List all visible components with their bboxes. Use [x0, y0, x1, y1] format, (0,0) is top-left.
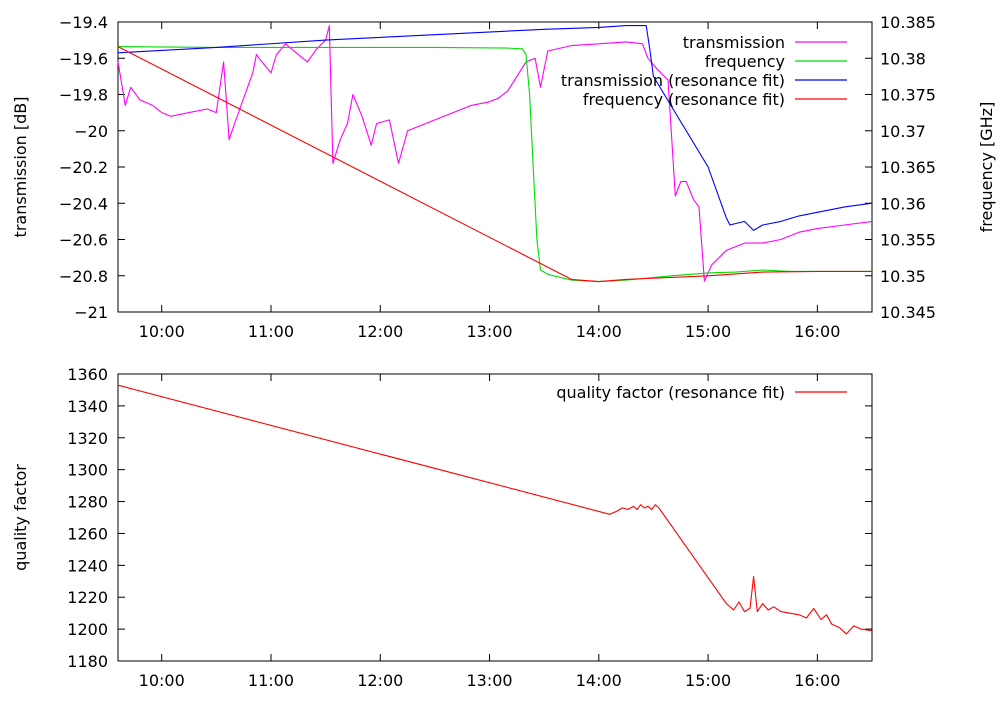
- top-y2-axis-label: frequency [GHz]: [977, 102, 996, 233]
- bottom-y-tick-label: 1260: [67, 524, 108, 543]
- bottom-y-tick-label: 1300: [67, 461, 108, 480]
- top-series-frequency: [117, 46, 872, 283]
- top-y2-tick-label: 10.345: [880, 303, 936, 322]
- top-y-tick-label: −21: [74, 303, 108, 322]
- bottom-x-tick-label: 16:00: [794, 671, 840, 690]
- top-legend-label-transmission: transmission: [683, 33, 785, 52]
- bottom-y-tick-label: 1340: [67, 397, 108, 416]
- top-y2-tick-label: 10.38: [880, 49, 926, 68]
- bottom-x-tick-label: 10:00: [139, 671, 185, 690]
- top-legend-label-transmission-resonance-fit: transmission (resonance fit): [561, 71, 785, 90]
- top-y-tick-label: −19.4: [59, 13, 108, 32]
- top-y2-tick-label: 10.385: [880, 13, 936, 32]
- top-y-tick-label: −19.6: [59, 49, 108, 68]
- top-x-tick-label: 11:00: [248, 322, 294, 341]
- top-legend-label-frequency: frequency: [705, 52, 785, 71]
- bottom-x-tick-label: 12:00: [357, 671, 403, 690]
- top-series-transmission: [117, 25, 873, 282]
- bottom-x-tick-label: 13:00: [466, 671, 512, 690]
- top-y2-tick-label: 10.375: [880, 86, 936, 105]
- top-x-tick-label: 10:00: [139, 322, 185, 341]
- top-y-tick-label: −20.2: [59, 158, 108, 177]
- bottom-x-tick-label: 11:00: [248, 671, 294, 690]
- bottom-legend-label-quality-factor-resonance-fit: quality factor (resonance fit): [556, 383, 785, 402]
- top-y-tick-label: −20: [74, 122, 108, 141]
- top-legend-label-frequency-resonance-fit: frequency (resonance fit): [583, 90, 785, 109]
- top-y2-tick-label: 10.36: [880, 194, 926, 213]
- top-y2-tick-label: 10.365: [880, 158, 936, 177]
- bottom-y-tick-label: 1280: [67, 493, 108, 512]
- bottom-x-tick-label: 14:00: [576, 671, 622, 690]
- top-y2-tick-label: 10.355: [880, 231, 936, 250]
- top-x-tick-label: 14:00: [576, 322, 622, 341]
- top-series-transmission-resonance-fit: [117, 25, 873, 231]
- top-y-tick-label: −20.6: [59, 231, 108, 250]
- top-series-frequency-resonance-fit: [117, 46, 872, 283]
- top-x-tick-label: 15:00: [685, 322, 731, 341]
- bottom-y-tick-label: 1180: [67, 652, 108, 671]
- top-y-tick-label: −20.8: [59, 267, 108, 286]
- top-y2-tick-label: 10.37: [880, 122, 926, 141]
- top-y-axis-label: transmission [dB]: [11, 97, 30, 238]
- bottom-series-quality-factor-resonance-fit: [117, 384, 873, 635]
- bottom-y-tick-label: 1320: [67, 429, 108, 448]
- bottom-y-tick-label: 1360: [67, 365, 108, 384]
- top-x-tick-label: 16:00: [794, 322, 840, 341]
- bottom-plot-frame: [117, 373, 873, 662]
- bottom-y-tick-label: 1220: [67, 588, 108, 607]
- top-y-tick-label: −19.8: [59, 86, 108, 105]
- bottom-y-axis-label: quality factor: [11, 464, 30, 571]
- bottom-x-tick-label: 15:00: [685, 671, 731, 690]
- bottom-y-tick-label: 1240: [67, 556, 108, 575]
- top-x-tick-label: 13:00: [466, 322, 512, 341]
- top-y2-tick-label: 10.35: [880, 267, 926, 286]
- top-y-tick-label: −20.4: [59, 194, 108, 213]
- bottom-y-tick-label: 1200: [67, 620, 108, 639]
- top-x-tick-label: 12:00: [357, 322, 403, 341]
